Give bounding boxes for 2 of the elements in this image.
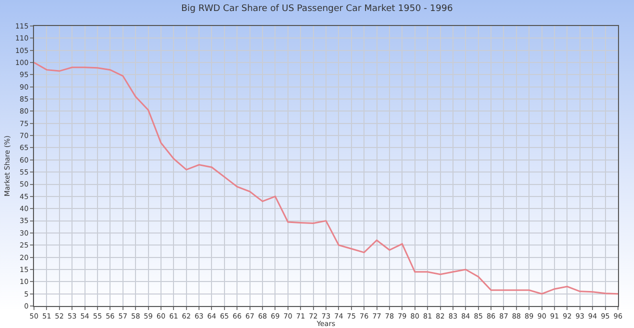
line-series (34, 62, 618, 295)
chart-title: Big RWD Car Share of US Passenger Car Market 1950 - 1996 (181, 4, 454, 14)
